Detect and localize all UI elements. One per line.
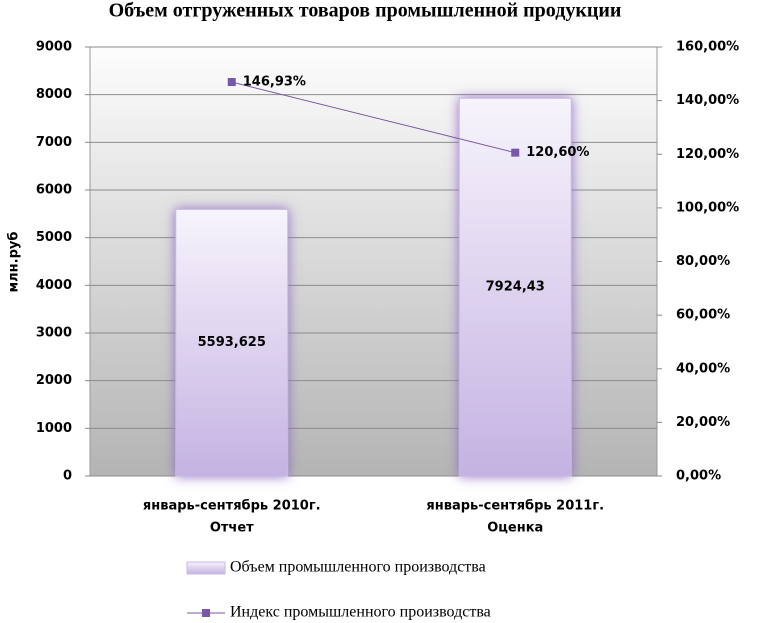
x-tick-label: Отчет bbox=[210, 521, 254, 536]
y-tick-label: 4000 bbox=[36, 278, 72, 293]
marker bbox=[511, 148, 520, 157]
legend-label: Объем промышленного производства bbox=[230, 559, 486, 576]
y2-tick-label: 20,00% bbox=[676, 415, 730, 430]
y2-tick-label: 0,00% bbox=[676, 469, 721, 484]
y2-tick-label: 100,00% bbox=[676, 200, 739, 215]
y-tick-label: 3000 bbox=[36, 326, 72, 341]
data-label: 120,60% bbox=[526, 145, 589, 160]
y-tick-label: 6000 bbox=[36, 183, 72, 198]
y-tick-label: 7000 bbox=[36, 135, 72, 150]
legend-marker bbox=[202, 609, 210, 617]
y-axis-label: млн.руб bbox=[7, 232, 22, 293]
y-tick-label: 8000 bbox=[36, 87, 72, 102]
chart-title: Объем отгруженных товаров промышленной п… bbox=[109, 0, 622, 22]
y2-tick-label: 140,00% bbox=[676, 93, 739, 108]
bar bbox=[458, 97, 572, 477]
y2-tick-label: 80,00% bbox=[676, 254, 730, 269]
line bbox=[231, 81, 516, 154]
y2-tick-label: 40,00% bbox=[676, 361, 730, 376]
data-label: 146,93% bbox=[243, 75, 306, 90]
data-label: 7924,43 bbox=[486, 280, 545, 295]
bar bbox=[175, 208, 289, 477]
x-tick-label: январь-сентябрь 2010г. bbox=[143, 499, 321, 514]
legend-swatch bbox=[186, 561, 226, 575]
plot-area bbox=[89, 46, 658, 477]
data-label: 5593,625 bbox=[198, 335, 266, 350]
x-tick-label: Оценка bbox=[487, 521, 543, 536]
y-tick-label: 9000 bbox=[36, 40, 72, 55]
marker bbox=[227, 78, 236, 87]
y2-tick-label: 120,00% bbox=[676, 147, 739, 162]
y-tick-label: 5000 bbox=[36, 230, 72, 245]
y-tick-label: 2000 bbox=[36, 373, 72, 388]
y2-tick-label: 60,00% bbox=[676, 308, 730, 323]
y-tick-label: 1000 bbox=[36, 421, 72, 436]
legend-label: Индекс промышленного производства bbox=[230, 604, 491, 621]
x-tick-label: январь-сентябрь 2011г. bbox=[426, 499, 604, 514]
y-tick-label: 0 bbox=[63, 469, 72, 484]
y2-tick-label: 160,00% bbox=[676, 40, 739, 55]
